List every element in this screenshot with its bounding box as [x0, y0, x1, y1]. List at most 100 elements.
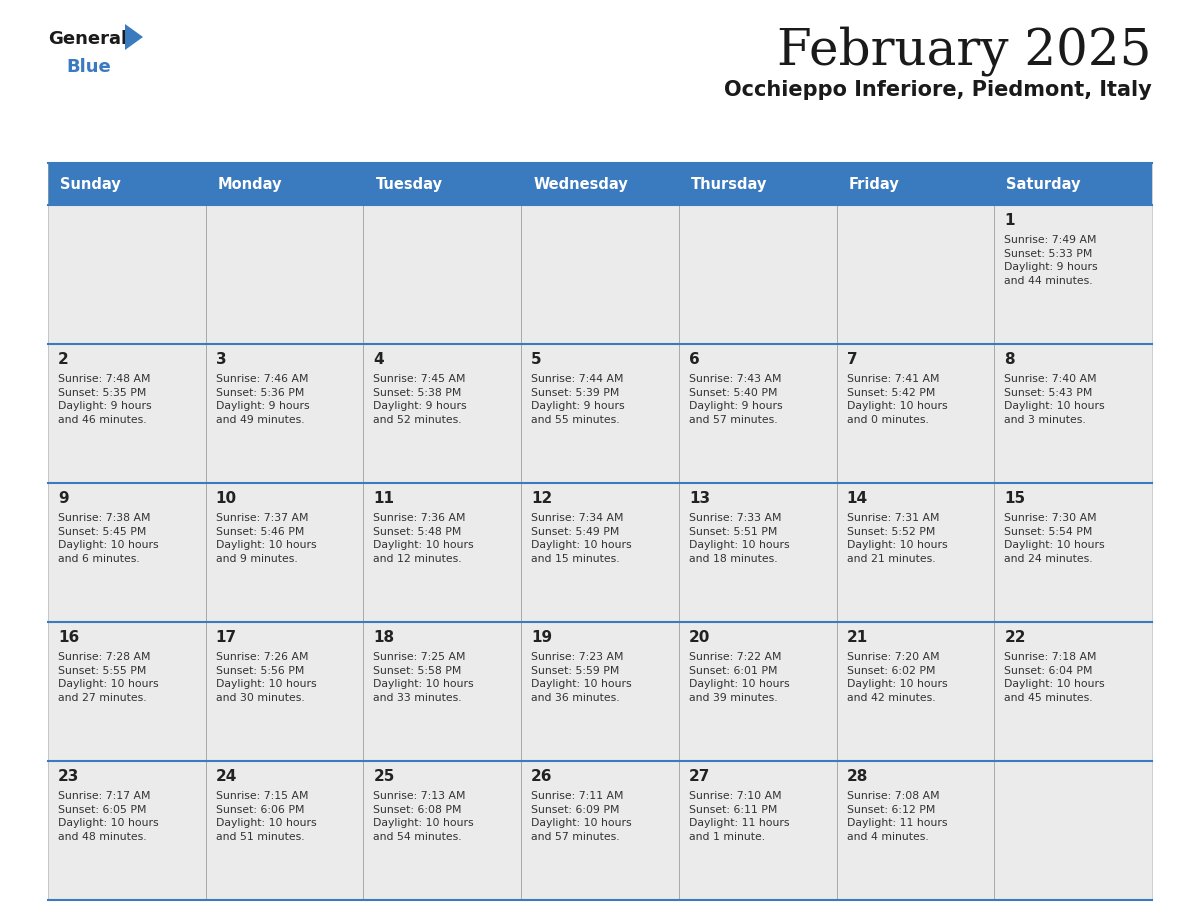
Text: Sunrise: 7:18 AM
Sunset: 6:04 PM
Daylight: 10 hours
and 45 minutes.: Sunrise: 7:18 AM Sunset: 6:04 PM Dayligh…	[1004, 652, 1105, 703]
Text: Sunrise: 7:36 AM
Sunset: 5:48 PM
Daylight: 10 hours
and 12 minutes.: Sunrise: 7:36 AM Sunset: 5:48 PM Dayligh…	[373, 513, 474, 564]
Bar	[994, 761, 1152, 900]
Bar	[994, 205, 1152, 344]
Bar	[522, 163, 678, 205]
Text: 10: 10	[216, 491, 236, 506]
Bar	[522, 205, 678, 344]
Text: Wednesday: Wednesday	[533, 176, 628, 192]
Bar	[364, 205, 522, 344]
Text: Saturday: Saturday	[1006, 176, 1081, 192]
Bar	[364, 483, 522, 622]
Bar	[206, 622, 364, 761]
Bar	[994, 622, 1152, 761]
Text: 13: 13	[689, 491, 710, 506]
Bar	[678, 163, 836, 205]
Text: Sunrise: 7:28 AM
Sunset: 5:55 PM
Daylight: 10 hours
and 27 minutes.: Sunrise: 7:28 AM Sunset: 5:55 PM Dayligh…	[58, 652, 159, 703]
Text: Sunrise: 7:08 AM
Sunset: 6:12 PM
Daylight: 11 hours
and 4 minutes.: Sunrise: 7:08 AM Sunset: 6:12 PM Dayligh…	[847, 791, 947, 842]
Text: 11: 11	[373, 491, 394, 506]
Text: 18: 18	[373, 630, 394, 645]
Bar	[364, 163, 522, 205]
Bar	[678, 344, 836, 483]
Bar	[48, 761, 206, 900]
Text: Sunrise: 7:30 AM
Sunset: 5:54 PM
Daylight: 10 hours
and 24 minutes.: Sunrise: 7:30 AM Sunset: 5:54 PM Dayligh…	[1004, 513, 1105, 564]
Bar	[48, 622, 206, 761]
Bar	[206, 205, 364, 344]
Text: Sunrise: 7:10 AM
Sunset: 6:11 PM
Daylight: 11 hours
and 1 minute.: Sunrise: 7:10 AM Sunset: 6:11 PM Dayligh…	[689, 791, 789, 842]
Bar	[48, 205, 206, 344]
Text: Sunday: Sunday	[61, 176, 121, 192]
Text: 9: 9	[58, 491, 69, 506]
Bar	[206, 344, 364, 483]
Bar	[678, 622, 836, 761]
Bar	[48, 483, 206, 622]
Text: Sunrise: 7:11 AM
Sunset: 6:09 PM
Daylight: 10 hours
and 57 minutes.: Sunrise: 7:11 AM Sunset: 6:09 PM Dayligh…	[531, 791, 632, 842]
Text: Blue: Blue	[67, 58, 110, 76]
Bar	[206, 761, 364, 900]
Text: 4: 4	[373, 352, 384, 367]
Text: 27: 27	[689, 769, 710, 784]
Text: 15: 15	[1004, 491, 1025, 506]
Bar	[206, 483, 364, 622]
Bar	[836, 344, 994, 483]
Text: 25: 25	[373, 769, 394, 784]
Text: 14: 14	[847, 491, 867, 506]
Bar	[836, 163, 994, 205]
Text: Sunrise: 7:37 AM
Sunset: 5:46 PM
Daylight: 10 hours
and 9 minutes.: Sunrise: 7:37 AM Sunset: 5:46 PM Dayligh…	[216, 513, 316, 564]
Text: Sunrise: 7:20 AM
Sunset: 6:02 PM
Daylight: 10 hours
and 42 minutes.: Sunrise: 7:20 AM Sunset: 6:02 PM Dayligh…	[847, 652, 947, 703]
Text: 16: 16	[58, 630, 80, 645]
Text: 24: 24	[216, 769, 238, 784]
Bar	[364, 622, 522, 761]
Text: 2: 2	[58, 352, 69, 367]
Bar	[994, 344, 1152, 483]
Text: Sunrise: 7:17 AM
Sunset: 6:05 PM
Daylight: 10 hours
and 48 minutes.: Sunrise: 7:17 AM Sunset: 6:05 PM Dayligh…	[58, 791, 159, 842]
Bar	[48, 344, 206, 483]
Text: 1: 1	[1004, 213, 1015, 228]
Text: Sunrise: 7:13 AM
Sunset: 6:08 PM
Daylight: 10 hours
and 54 minutes.: Sunrise: 7:13 AM Sunset: 6:08 PM Dayligh…	[373, 791, 474, 842]
Text: 23: 23	[58, 769, 80, 784]
Text: 26: 26	[531, 769, 552, 784]
Bar	[678, 483, 836, 622]
Text: Sunrise: 7:45 AM
Sunset: 5:38 PM
Daylight: 9 hours
and 52 minutes.: Sunrise: 7:45 AM Sunset: 5:38 PM Dayligh…	[373, 374, 467, 425]
Text: 28: 28	[847, 769, 868, 784]
Bar	[522, 622, 678, 761]
Text: 17: 17	[216, 630, 236, 645]
Bar	[48, 163, 206, 205]
Text: Sunrise: 7:43 AM
Sunset: 5:40 PM
Daylight: 9 hours
and 57 minutes.: Sunrise: 7:43 AM Sunset: 5:40 PM Dayligh…	[689, 374, 783, 425]
Bar	[678, 205, 836, 344]
Text: Sunrise: 7:38 AM
Sunset: 5:45 PM
Daylight: 10 hours
and 6 minutes.: Sunrise: 7:38 AM Sunset: 5:45 PM Dayligh…	[58, 513, 159, 564]
Bar	[678, 761, 836, 900]
Text: Sunrise: 7:44 AM
Sunset: 5:39 PM
Daylight: 9 hours
and 55 minutes.: Sunrise: 7:44 AM Sunset: 5:39 PM Dayligh…	[531, 374, 625, 425]
Text: Sunrise: 7:23 AM
Sunset: 5:59 PM
Daylight: 10 hours
and 36 minutes.: Sunrise: 7:23 AM Sunset: 5:59 PM Dayligh…	[531, 652, 632, 703]
Text: Sunrise: 7:15 AM
Sunset: 6:06 PM
Daylight: 10 hours
and 51 minutes.: Sunrise: 7:15 AM Sunset: 6:06 PM Dayligh…	[216, 791, 316, 842]
Text: Sunrise: 7:34 AM
Sunset: 5:49 PM
Daylight: 10 hours
and 15 minutes.: Sunrise: 7:34 AM Sunset: 5:49 PM Dayligh…	[531, 513, 632, 564]
Bar	[522, 761, 678, 900]
Bar	[206, 163, 364, 205]
Text: 21: 21	[847, 630, 867, 645]
Bar	[522, 483, 678, 622]
Text: 20: 20	[689, 630, 710, 645]
Text: 3: 3	[216, 352, 227, 367]
Text: Monday: Monday	[217, 176, 283, 192]
Bar	[836, 622, 994, 761]
Text: 5: 5	[531, 352, 542, 367]
Bar	[994, 163, 1152, 205]
Text: Sunrise: 7:49 AM
Sunset: 5:33 PM
Daylight: 9 hours
and 44 minutes.: Sunrise: 7:49 AM Sunset: 5:33 PM Dayligh…	[1004, 235, 1098, 285]
Bar	[836, 205, 994, 344]
Bar	[836, 483, 994, 622]
Text: 7: 7	[847, 352, 858, 367]
Polygon shape	[125, 24, 143, 50]
Text: Sunrise: 7:22 AM
Sunset: 6:01 PM
Daylight: 10 hours
and 39 minutes.: Sunrise: 7:22 AM Sunset: 6:01 PM Dayligh…	[689, 652, 790, 703]
Text: 8: 8	[1004, 352, 1015, 367]
Text: Sunrise: 7:33 AM
Sunset: 5:51 PM
Daylight: 10 hours
and 18 minutes.: Sunrise: 7:33 AM Sunset: 5:51 PM Dayligh…	[689, 513, 790, 564]
Text: 6: 6	[689, 352, 700, 367]
Text: February 2025: February 2025	[777, 26, 1152, 76]
Text: Sunrise: 7:26 AM
Sunset: 5:56 PM
Daylight: 10 hours
and 30 minutes.: Sunrise: 7:26 AM Sunset: 5:56 PM Dayligh…	[216, 652, 316, 703]
Bar	[522, 344, 678, 483]
Bar	[364, 344, 522, 483]
Text: Thursday: Thursday	[691, 176, 767, 192]
Bar	[994, 483, 1152, 622]
Bar	[364, 761, 522, 900]
Bar	[836, 761, 994, 900]
Text: Sunrise: 7:48 AM
Sunset: 5:35 PM
Daylight: 9 hours
and 46 minutes.: Sunrise: 7:48 AM Sunset: 5:35 PM Dayligh…	[58, 374, 152, 425]
Text: Friday: Friday	[848, 176, 899, 192]
Text: Occhieppo Inferiore, Piedmont, Italy: Occhieppo Inferiore, Piedmont, Italy	[725, 80, 1152, 100]
